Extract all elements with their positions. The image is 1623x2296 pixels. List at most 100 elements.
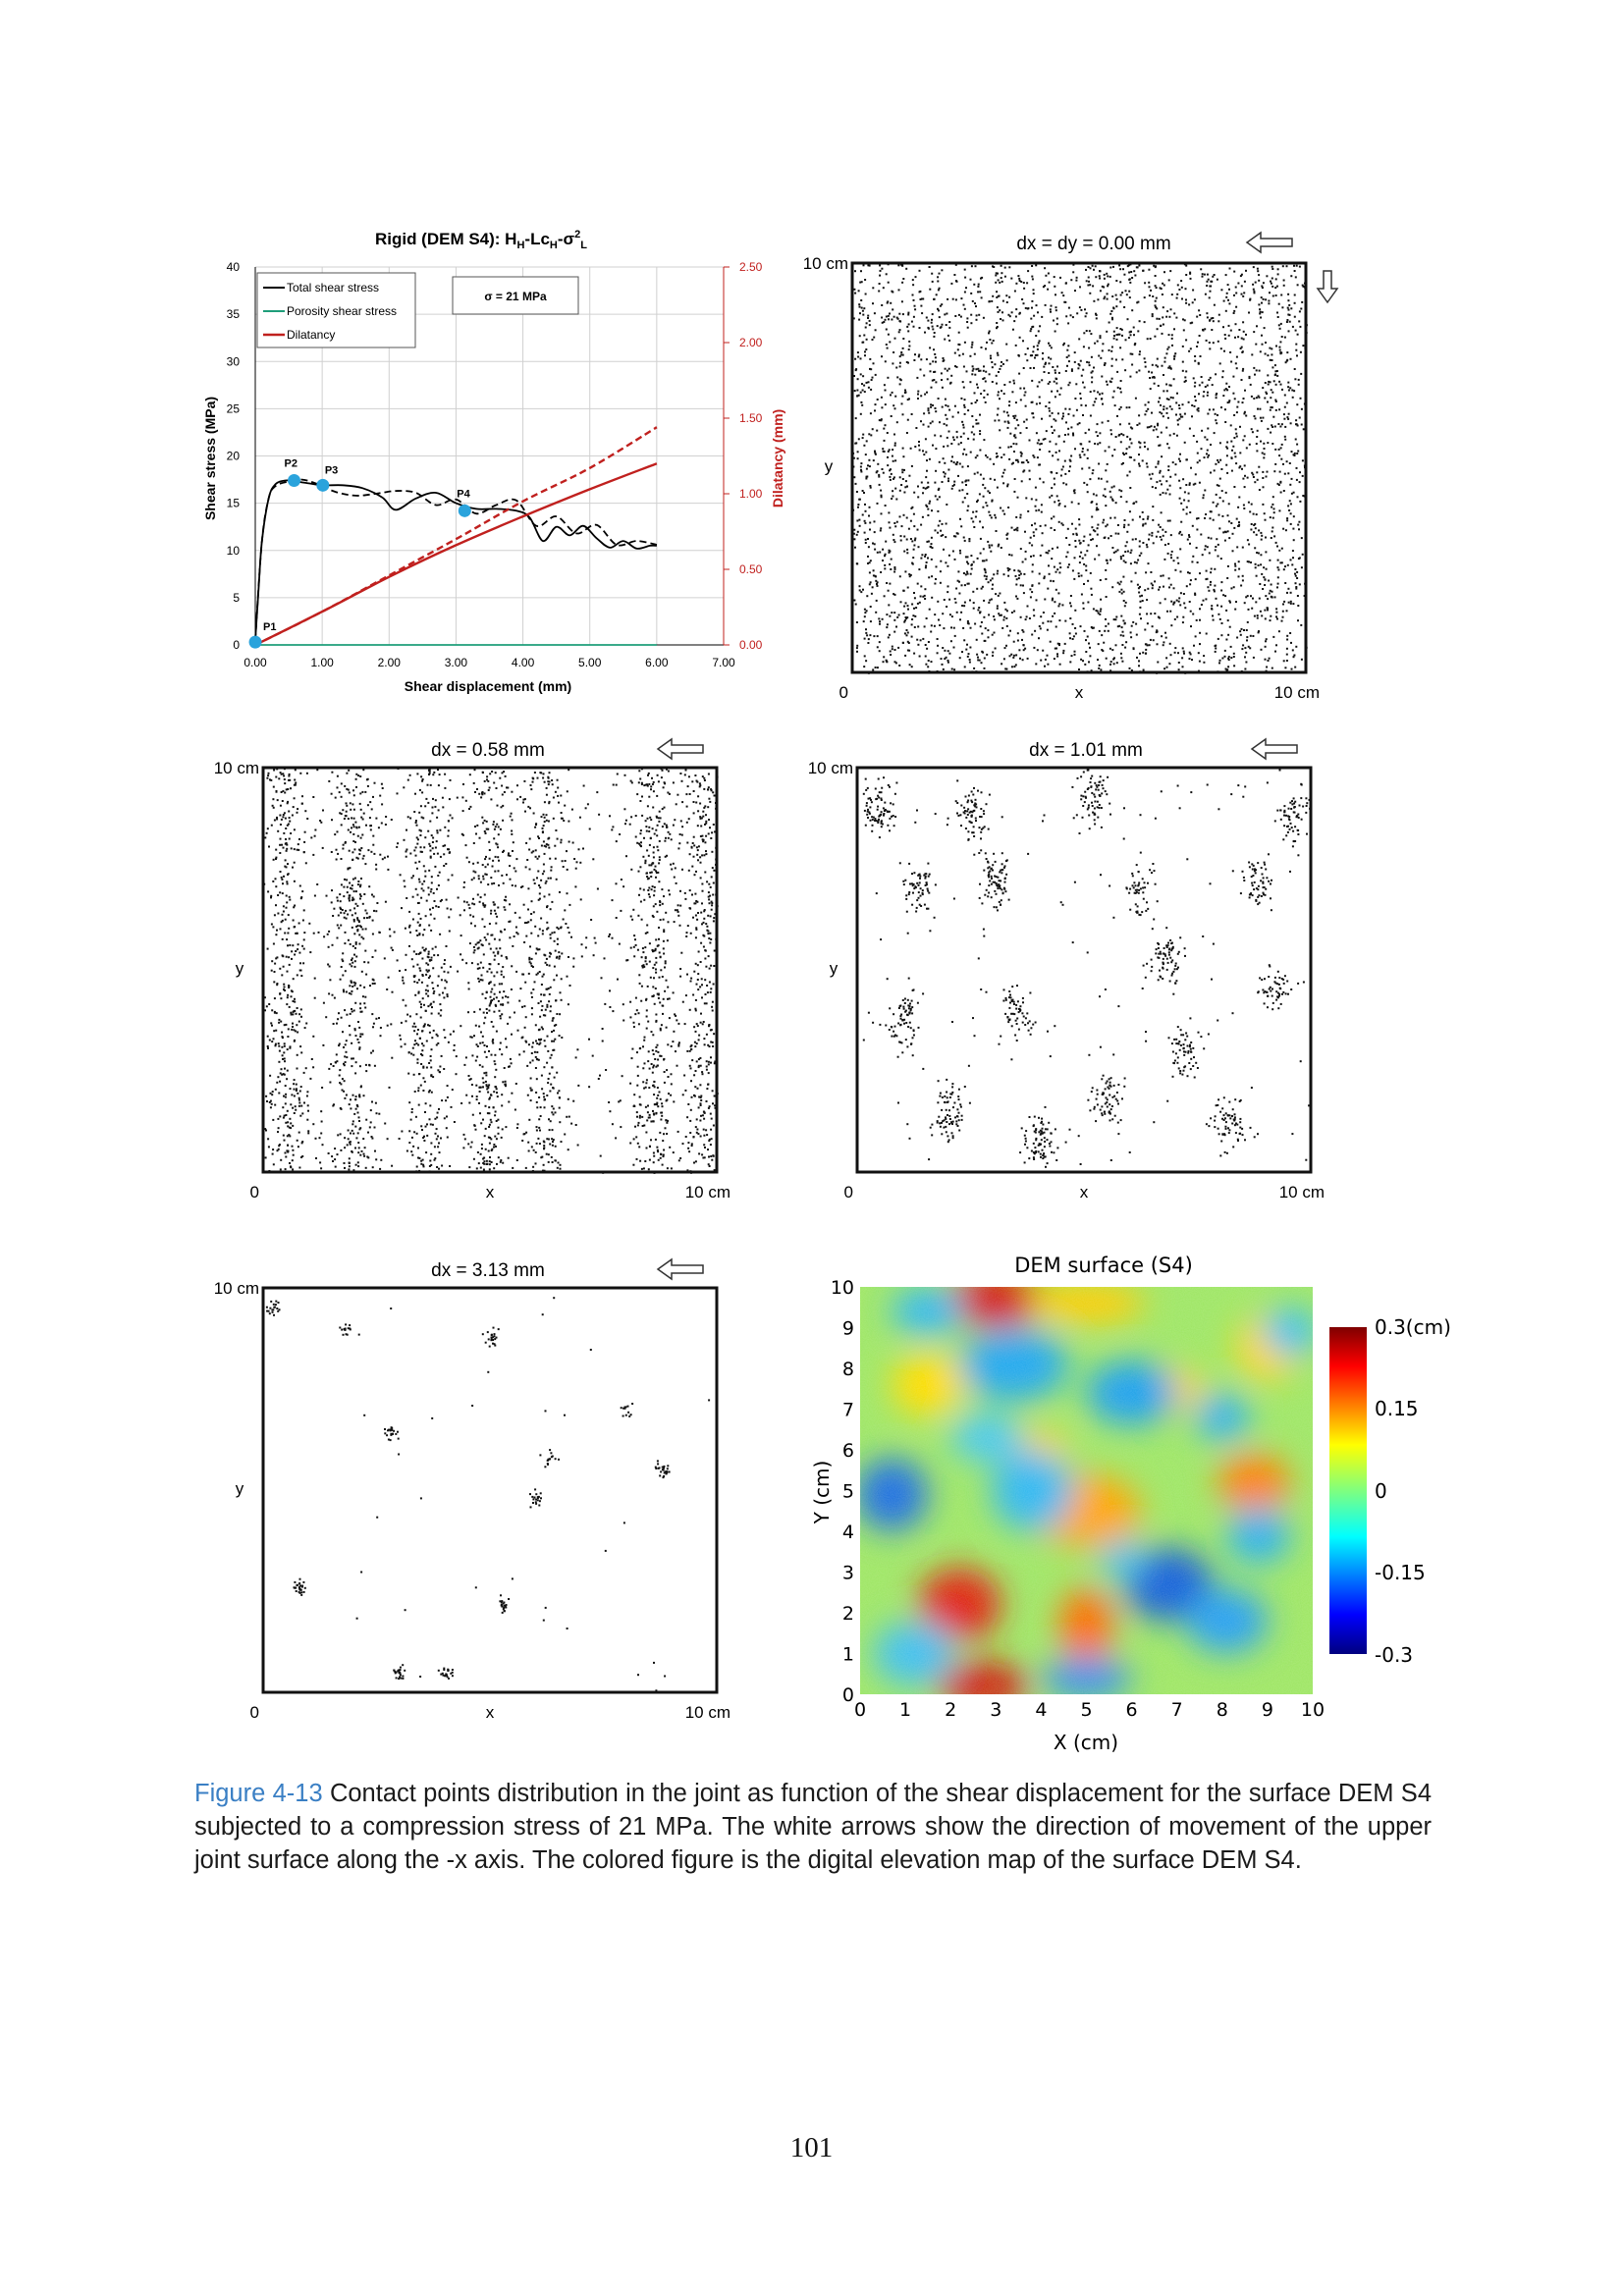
panel-frame — [261, 1286, 719, 1694]
legend-dilatancy: Dilatancy — [287, 328, 335, 342]
marker-label-p2: P2 — [285, 458, 298, 470]
y-tick-label: 0 — [233, 638, 240, 652]
panel-x-label: x — [486, 1183, 495, 1201]
heatmap-x-tick: 0 — [854, 1699, 866, 1721]
chart-title-mid: -Lc — [524, 230, 550, 248]
x-tick-label: 1.00 — [310, 656, 334, 669]
y-tick-label: 40 — [227, 260, 241, 274]
panel-corner-right: 10 cm — [1279, 1183, 1325, 1201]
colorbar-label-min: -0.3 — [1375, 1643, 1413, 1667]
heatmap-x-tick: 8 — [1217, 1699, 1228, 1721]
y2-tick-label: 0.00 — [739, 638, 763, 652]
series-total-shear-stress-dashed — [254, 478, 658, 641]
y2-tick-label: 0.50 — [739, 562, 763, 576]
contact-panel-1: dx = dy = 0.00 mm 10 cm 0 10 cm x y — [803, 231, 1339, 702]
figure-label: Figure 4-13 — [194, 1780, 323, 1807]
heatmap-x-tick: 2 — [945, 1699, 956, 1721]
heatmap-y-tick: 1 — [842, 1644, 854, 1666]
heatmap-y-tick: 4 — [842, 1522, 854, 1543]
heatmap-y-tick: 7 — [842, 1400, 854, 1421]
x-tick-label: 4.00 — [512, 656, 535, 669]
y2-axis-label: Dilatancy (mm) — [770, 409, 785, 507]
chart-title-sub3: L — [580, 240, 587, 251]
panel-frame — [261, 766, 719, 1174]
heatmap-x-tick: 6 — [1126, 1699, 1138, 1721]
heatmap-y-tick: 6 — [842, 1440, 854, 1462]
heatmap-title: DEM surface (S4) — [1014, 1254, 1193, 1277]
colorbar-label-015: 0.15 — [1375, 1397, 1419, 1420]
colorbar-label-neg015: -0.15 — [1375, 1561, 1426, 1584]
x-tick-label: 6.00 — [645, 656, 669, 669]
x-tick-label: 0.00 — [243, 656, 267, 669]
panel-origin: 0 — [839, 683, 848, 702]
marker-p1 — [248, 635, 262, 649]
legend-porosity-shear: Porosity shear stress — [287, 304, 397, 318]
marker-label-p3: P3 — [325, 464, 338, 476]
chart-title-sup: 2 — [574, 229, 580, 240]
panel-title: dx = dy = 0.00 mm — [1016, 234, 1170, 254]
heatmap-y-tick: 8 — [842, 1359, 854, 1380]
heatmap-x-tick: 9 — [1262, 1699, 1273, 1721]
down-arrow-icon — [1316, 270, 1339, 304]
panel-corner-right: 10 cm — [685, 1703, 730, 1722]
marker-p4 — [458, 504, 471, 517]
panel-origin: 0 — [844, 1183, 853, 1201]
colorbar — [1329, 1327, 1367, 1654]
heatmap-x-tick: 4 — [1035, 1699, 1047, 1721]
contact-panel-2: dx = 0.58 mm 10 cm 0 10 cm x y — [214, 737, 730, 1201]
panel-corner-right: 10 cm — [1274, 683, 1320, 702]
legend-total-shear: Total shear stress — [287, 281, 379, 294]
y-tick-label: 35 — [227, 307, 241, 321]
panel-y-label: y — [825, 457, 834, 476]
heatmap-x-tick: 3 — [990, 1699, 1001, 1721]
heatmap-x-label: X (cm) — [1054, 1731, 1118, 1754]
contact-points — [862, 769, 1313, 1168]
panel-y-label: y — [236, 1479, 244, 1498]
left-arrow-icon — [1245, 231, 1293, 254]
legend: Total shear stress Porosity shear stress… — [256, 272, 416, 348]
contact-panel-4: dx = 3.13 mm 10 cm 0 10 cm x y — [214, 1257, 730, 1722]
heatmap-y-label: Y (cm) — [810, 1461, 834, 1525]
series-dilatancy-dashed — [254, 426, 658, 647]
chart-title-sub: H — [516, 240, 524, 251]
heatmap-x-tick: 1 — [899, 1699, 911, 1721]
x-axis-label: Shear displacement (mm) — [405, 678, 571, 694]
panel-title: dx = 0.58 mm — [431, 740, 545, 761]
series-total-shear-stress — [254, 479, 657, 641]
heatmap-y-tick: 9 — [842, 1318, 854, 1340]
y2-tick-label: 2.00 — [739, 336, 763, 349]
y-tick-label: 30 — [227, 354, 241, 368]
panel-y-label: y — [236, 959, 244, 978]
sigma-annotation: σ = 21 MPa — [484, 290, 547, 303]
heatmap-y-tick: 2 — [842, 1603, 854, 1625]
left-arrow-icon — [1250, 737, 1298, 761]
contact-points — [265, 1297, 711, 1692]
figure-caption: Figure 4-13 Contact points distribution … — [194, 1777, 1432, 1877]
marker-label-p1: P1 — [263, 621, 276, 633]
y2-tick-label: 2.50 — [739, 260, 763, 274]
y-tick-label: 20 — [227, 450, 241, 463]
panel-frame — [855, 766, 1313, 1174]
chart-title-mid2: -σ — [558, 230, 575, 248]
panel-title: dx = 1.01 mm — [1029, 740, 1143, 761]
contact-points — [852, 263, 1308, 674]
panel-corner-top: 10 cm — [214, 759, 259, 777]
left-arrow-icon — [656, 1257, 704, 1281]
contact-points — [263, 768, 719, 1174]
marker-p3 — [316, 478, 330, 492]
heatmap-x-tick: 7 — [1171, 1699, 1183, 1721]
panel-x-label: x — [486, 1703, 495, 1722]
dem-surface-heatmap: DEM surface (S4) 0 1 2 3 4 5 6 7 8 9 10 0 1 2 3 4 5 6 7 8 9 1… — [810, 1254, 1451, 1754]
heatmap-x-tick: 5 — [1080, 1699, 1092, 1721]
heatmap-y-tick: 5 — [842, 1481, 854, 1503]
y2-tick-label: 1.50 — [739, 411, 763, 425]
panel-origin: 0 — [250, 1183, 259, 1201]
panel-origin: 0 — [250, 1703, 259, 1722]
contact-panel-3: dx = 1.01 mm 10 cm 0 10 cm x y — [808, 737, 1325, 1201]
x-tick-label: 3.00 — [445, 656, 468, 669]
marker-p2 — [288, 474, 301, 488]
panel-frame — [850, 261, 1308, 674]
colorbar-label-max: 0.3(cm) — [1375, 1315, 1451, 1339]
shear-stress-chart: Rigid (DEM S4): HH-LcH-σ2L 0.00 1.00 2.00 3… — [202, 229, 785, 694]
